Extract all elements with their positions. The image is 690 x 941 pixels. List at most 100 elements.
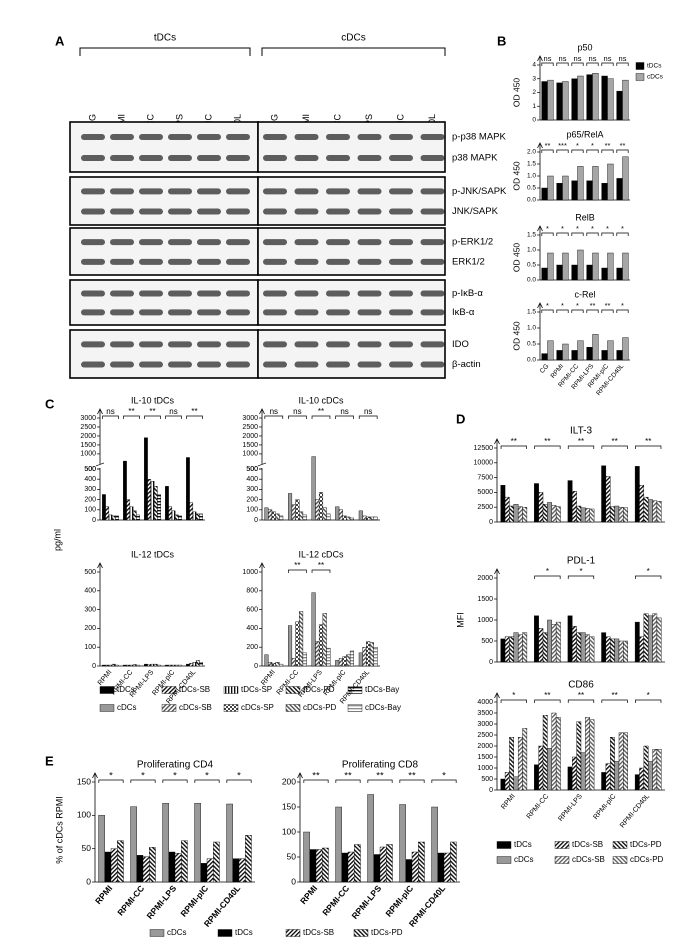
bar bbox=[572, 756, 577, 791]
x-tick-label: CG bbox=[539, 363, 551, 375]
bar bbox=[165, 486, 169, 521]
bar bbox=[115, 515, 119, 521]
sig-label: * bbox=[647, 691, 650, 700]
bar bbox=[346, 654, 351, 667]
blot-band bbox=[110, 341, 134, 348]
bar bbox=[411, 851, 419, 883]
axis-arrow bbox=[494, 568, 500, 575]
blot-band bbox=[168, 134, 192, 140]
group-label: tDCs bbox=[154, 33, 176, 44]
bar bbox=[648, 761, 653, 791]
blot-band bbox=[294, 341, 319, 348]
blot-band bbox=[294, 258, 319, 265]
blot-band bbox=[197, 188, 221, 195]
axis-break bbox=[258, 463, 266, 468]
blot-band bbox=[326, 290, 350, 297]
legend-label: tDCs-PD bbox=[630, 840, 662, 849]
y-tick-label: 3500 bbox=[477, 710, 493, 717]
blot-band bbox=[263, 361, 287, 368]
y-tick-label: 500 bbox=[246, 466, 258, 473]
chart-title: IL-10 tDCs bbox=[131, 395, 175, 405]
bar bbox=[115, 664, 119, 667]
bar bbox=[110, 848, 118, 883]
bar bbox=[648, 615, 653, 663]
bar bbox=[580, 752, 586, 791]
bar bbox=[311, 456, 316, 521]
sig-bracket bbox=[500, 445, 527, 449]
bar bbox=[102, 664, 106, 667]
bar bbox=[513, 504, 519, 523]
bar bbox=[153, 486, 158, 521]
bar bbox=[614, 761, 620, 791]
sig-label: ns bbox=[270, 407, 278, 416]
y-tick-label: 0.0 bbox=[527, 197, 536, 204]
y-tick-label: 100 bbox=[77, 810, 91, 820]
sig-bracket bbox=[288, 415, 307, 419]
blot-box bbox=[69, 121, 259, 173]
bar bbox=[541, 81, 548, 121]
legend-label: cDCs bbox=[514, 855, 534, 864]
y-tick-label: 1.0 bbox=[527, 325, 536, 332]
bar bbox=[517, 506, 523, 523]
protein-label: ERK1/2 bbox=[452, 256, 485, 267]
bar bbox=[577, 75, 584, 121]
sig-label: ns bbox=[574, 54, 582, 63]
bar bbox=[551, 624, 557, 663]
y-tick-label: 0 bbox=[532, 117, 536, 124]
blot-band bbox=[294, 134, 319, 140]
y-axis-label: OD 450 bbox=[511, 161, 521, 191]
sig-bracket bbox=[102, 415, 119, 419]
sig-bracket bbox=[556, 62, 569, 66]
blot-band bbox=[389, 134, 413, 140]
bar bbox=[571, 264, 578, 281]
sig-bracket bbox=[288, 569, 307, 573]
blot-band bbox=[139, 134, 163, 140]
x-tick-label: RPMI-CC bbox=[526, 793, 551, 820]
bar bbox=[195, 513, 200, 521]
bar bbox=[386, 844, 393, 883]
bar bbox=[315, 499, 320, 521]
blot-band bbox=[326, 155, 350, 161]
bar bbox=[610, 737, 615, 791]
bar bbox=[639, 636, 645, 663]
y-tick-label: 500 bbox=[481, 638, 493, 645]
bar bbox=[150, 481, 155, 521]
blot-band bbox=[226, 208, 250, 215]
y-tick-label: 500 bbox=[246, 466, 258, 473]
y-tick-label: 500 bbox=[84, 569, 96, 576]
sig-label: * bbox=[442, 771, 446, 782]
blot-band bbox=[294, 208, 319, 215]
protein-label: IκB-α bbox=[452, 307, 475, 318]
y-tick-label: 1.5 bbox=[527, 309, 536, 316]
bar bbox=[174, 514, 179, 521]
bar bbox=[648, 499, 653, 523]
bar bbox=[349, 517, 355, 521]
blot-band bbox=[294, 290, 319, 297]
bar bbox=[157, 664, 161, 667]
bar bbox=[147, 479, 152, 521]
bar bbox=[610, 506, 615, 523]
axis-arrow bbox=[537, 142, 543, 149]
bar bbox=[504, 636, 510, 663]
protein-label: p-JNK/SAPK bbox=[452, 186, 507, 197]
bar bbox=[335, 660, 340, 667]
bar bbox=[349, 650, 355, 667]
panel-label: E bbox=[45, 753, 54, 768]
bar bbox=[318, 624, 324, 667]
y-tick-label: 0.5 bbox=[527, 185, 536, 192]
blot-band bbox=[139, 208, 163, 215]
y-axis-label: pg/ml bbox=[52, 529, 62, 551]
x-tick-label: RPMI-LPS bbox=[144, 883, 178, 921]
blot-band bbox=[326, 239, 350, 246]
sig-label: ** bbox=[544, 691, 550, 700]
blot-band bbox=[263, 208, 287, 215]
legend-swatch bbox=[554, 841, 570, 849]
bar bbox=[500, 778, 506, 791]
blot-band bbox=[326, 361, 350, 368]
axis-arrow bbox=[92, 772, 98, 779]
bar bbox=[111, 515, 116, 521]
y-tick-label: 200 bbox=[246, 496, 258, 503]
y-tick-label: 1.0 bbox=[527, 173, 536, 180]
blot-band bbox=[197, 361, 221, 368]
sig-label: ** bbox=[578, 691, 584, 700]
